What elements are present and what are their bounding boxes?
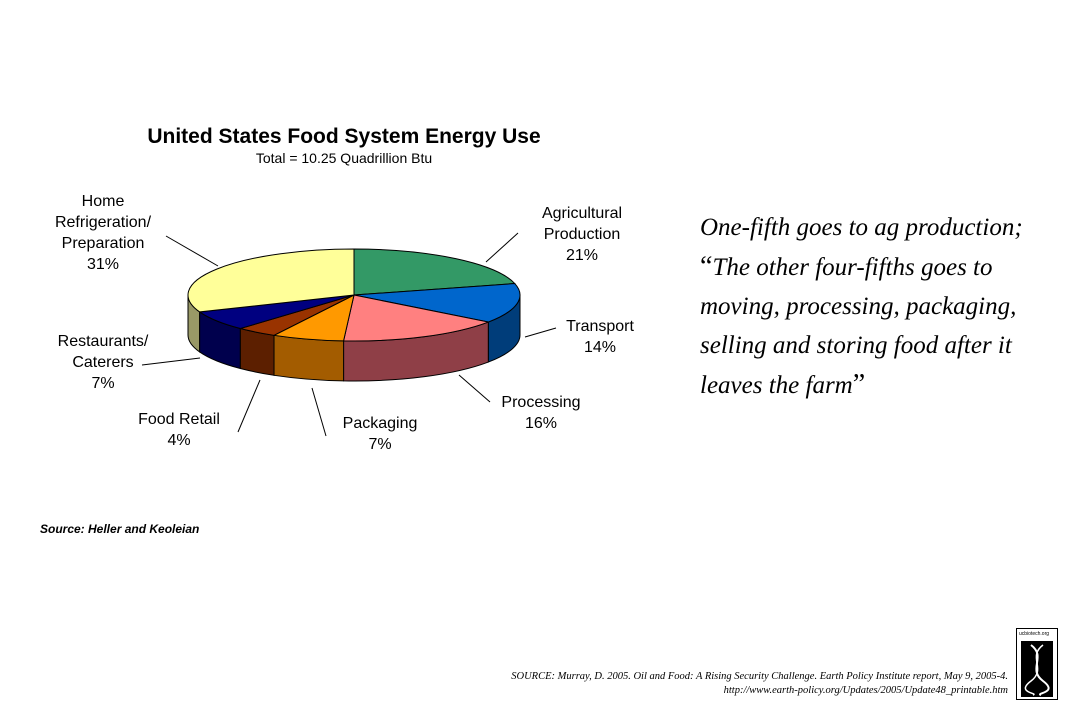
slice-label-processing: Processing 16% <box>501 394 580 432</box>
slice-label-line: 7% <box>91 375 114 392</box>
slice-labels: Agricultural Production 21% Transport 14% Pro… <box>55 193 635 453</box>
slice-label-line: 7% <box>368 436 391 453</box>
leader-line-restaurants <box>141 357 201 366</box>
slice-label-line: Refrigeration/ <box>55 214 152 231</box>
chart-source-note: Source: Heller and Keoleian <box>40 522 199 536</box>
slice-label-line: Preparation <box>62 235 145 252</box>
slice-label-home: Home Refrigeration/Preparation 31% <box>55 193 152 273</box>
close-quote-mark: ” <box>852 369 866 400</box>
chart-title: United States Food System Energy Use <box>147 125 540 148</box>
pie-slice-transport <box>353 283 521 323</box>
citation-line-2: http://www.earth-policy.org/Updates/2005… <box>723 685 1008 696</box>
pie-slice-agricultural <box>353 248 516 296</box>
leader-line-agricultural <box>485 232 519 263</box>
open-quote-mark: “ <box>700 251 713 282</box>
slice-label-line: Food Retail <box>138 411 220 428</box>
leader-line-packaging <box>311 387 327 437</box>
slice-label-line: 4% <box>167 432 190 449</box>
logo-text: ucbiotech.org <box>1019 631 1050 637</box>
slice-label-line: 16% <box>525 415 557 432</box>
slice-label-line: 21% <box>566 247 598 264</box>
leader-line-food-retail <box>237 379 261 433</box>
leader-line-home <box>165 235 219 267</box>
slice-label-line: Production <box>544 226 621 243</box>
slice-label-line: Packaging <box>343 415 418 432</box>
slice-label-line: Home <box>82 193 125 210</box>
slice-label-line: Agricultural <box>542 205 622 222</box>
slice-label-line: 14% <box>584 339 616 356</box>
quote-lead: One-fifth goes to ag production; <box>700 214 1023 241</box>
quote-body: The other four-fifths goes to moving, pr… <box>700 254 1017 399</box>
slice-label-restaurants: Restaurants/Caterers 7% <box>58 333 149 392</box>
ucbiotech-logo: ucbiotech.org <box>1016 628 1058 700</box>
citation-line-1: SOURCE: Murray, D. 2005. Oil and Food: A… <box>511 671 1008 682</box>
leader-line-transport <box>524 327 557 338</box>
pie-slice-processing <box>342 294 491 342</box>
slice-label-agricultural: Agricultural Production 21% <box>542 205 622 264</box>
pie-tops <box>187 248 521 342</box>
slice-label-line: Processing <box>501 394 580 411</box>
quote-text: One-fifth goes to ag production; “The ot… <box>700 208 1060 405</box>
pie-slice-home <box>187 248 355 313</box>
chart-subtitle: Total = 10.25 Quadrillion Btu <box>256 150 432 166</box>
slice-label-line: Restaurants/ <box>58 333 149 350</box>
slice-label-packaging: Packaging 7% <box>343 415 418 453</box>
pie-side-food-retail <box>239 327 275 376</box>
slice-label-line: Caterers <box>72 354 133 371</box>
slice-label-line: 31% <box>87 256 119 273</box>
citation: SOURCE: Murray, D. 2005. Oil and Food: A… <box>511 670 1008 698</box>
slice-label-transport: Transport 14% <box>566 318 634 356</box>
leader-line-processing <box>458 374 491 403</box>
logo-dna-icon <box>1021 641 1053 697</box>
slice-label-line: Transport <box>566 318 634 335</box>
leader-lines <box>141 232 557 437</box>
slice-label-food-retail: Food Retail 4% <box>138 411 220 449</box>
pie-side-packaging <box>273 334 345 382</box>
